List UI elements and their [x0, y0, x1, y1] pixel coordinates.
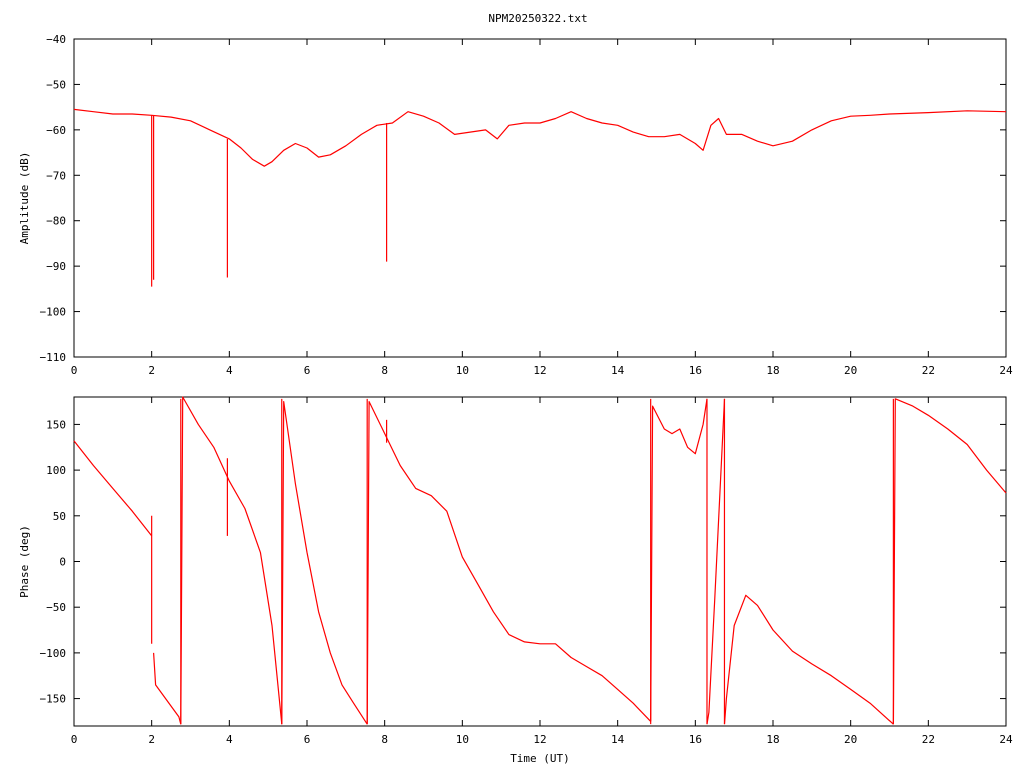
x-tick-label: 2	[148, 364, 155, 377]
x-tick-label: 22	[922, 364, 935, 377]
y-tick-label: −40	[46, 33, 66, 46]
data-trace	[281, 401, 368, 725]
y-tick-label: 0	[59, 556, 66, 569]
y-tick-label: 50	[53, 510, 66, 523]
x-tick-label: 16	[689, 364, 702, 377]
y-tick-label: −50	[46, 601, 66, 614]
x-tick-label: 22	[922, 733, 935, 746]
y-tick-label: 100	[46, 464, 66, 477]
x-tick-label: 18	[766, 733, 779, 746]
amplitude-panel: 0 2 4 6 8 10 12 14 16 18 20 22 24−40−50−60−70−80−90−…	[18, 33, 1013, 377]
x-tick-label: 12	[533, 364, 546, 377]
chart-title: NPM20250322.txt	[488, 12, 587, 25]
x-tick-label: 18	[766, 364, 779, 377]
x-tick-label: 20	[844, 364, 857, 377]
y-tick-label: −90	[46, 260, 66, 273]
x-tick-label: 10	[456, 364, 469, 377]
data-trace	[73, 440, 153, 537]
data-trace	[892, 398, 1007, 725]
x-tick-label: 20	[844, 733, 857, 746]
y-tick-label: −100	[40, 306, 67, 319]
data-trace	[73, 108, 1007, 167]
x-tick-label: 24	[999, 733, 1013, 746]
y-tick-label: −50	[46, 78, 66, 91]
x-tick-label: 0	[71, 364, 78, 377]
x-axis-label: Time (UT)	[510, 752, 570, 765]
y-tick-label: −70	[46, 169, 66, 182]
x-tick-label: 8	[381, 364, 388, 377]
x-tick-label: 24	[999, 364, 1013, 377]
x-tick-label: 4	[226, 733, 233, 746]
x-tick-label: 14	[611, 733, 625, 746]
x-tick-label: 6	[304, 733, 311, 746]
data-trace	[706, 398, 726, 725]
data-trace	[153, 652, 182, 725]
x-tick-label: 12	[533, 733, 546, 746]
data-trace	[180, 396, 283, 725]
y-tick-label: −100	[40, 647, 67, 660]
y-tick-label: 150	[46, 418, 66, 431]
x-tick-label: 14	[611, 364, 625, 377]
x-tick-label: 0	[71, 733, 78, 746]
y-tick-label: −80	[46, 215, 66, 228]
x-tick-label: 4	[226, 364, 233, 377]
x-tick-label: 10	[456, 733, 469, 746]
y-tick-label: −150	[40, 693, 67, 706]
data-trace	[723, 594, 894, 725]
y-tick-label: −60	[46, 124, 66, 137]
phase-panel: 0 2 4 6 8 10 12 14 16 18 20 22 24150100500−50−100−15…	[18, 396, 1013, 765]
y-tick-label: −110	[40, 351, 67, 364]
plot-frame	[73, 38, 1007, 358]
y-axis-label: Phase (deg)	[18, 525, 31, 598]
x-tick-label: 8	[381, 733, 388, 746]
x-tick-label: 16	[689, 733, 702, 746]
y-axis-label: Amplitude (dB)	[18, 152, 31, 245]
x-tick-label: 2	[148, 733, 155, 746]
data-trace	[366, 401, 652, 725]
x-tick-label: 6	[304, 364, 311, 377]
data-trace	[650, 398, 708, 722]
